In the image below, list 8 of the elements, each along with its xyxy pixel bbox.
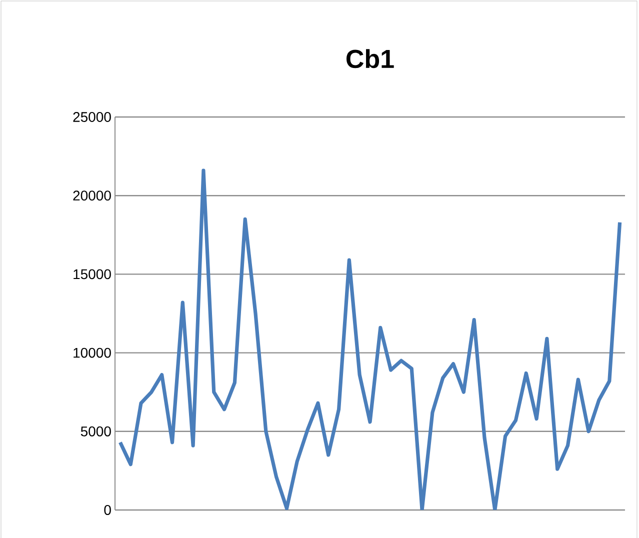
y-tick-label: 10000	[74, 348, 111, 358]
y-tick-label: 0	[104, 505, 111, 515]
y-tick-label: 25000	[73, 112, 111, 122]
y-tick-label: 15000	[74, 269, 111, 280]
y-tick-label: 5000	[80, 426, 111, 436]
y-tick-label: 20000	[73, 190, 111, 201]
chart-title: Cb1	[346, 49, 394, 68]
line-series	[118, 168, 622, 510]
